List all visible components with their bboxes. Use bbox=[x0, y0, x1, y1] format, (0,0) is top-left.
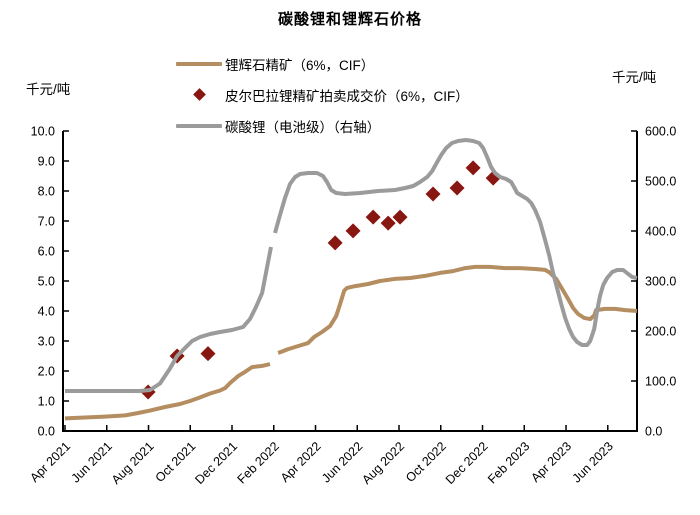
svg-text:8.0: 8.0 bbox=[38, 185, 55, 199]
svg-text:6.0: 6.0 bbox=[38, 245, 55, 259]
right-axis-unit-label: 千元/吨 bbox=[612, 70, 657, 85]
spodumene-line-swatch bbox=[176, 61, 222, 66]
svg-text:Oct 2022: Oct 2022 bbox=[403, 439, 449, 485]
svg-text:200.0: 200.0 bbox=[645, 325, 676, 339]
svg-text:Apr 2022: Apr 2022 bbox=[278, 439, 324, 485]
spodumene-line bbox=[64, 264, 638, 421]
svg-text:Feb 2022: Feb 2022 bbox=[235, 439, 282, 486]
svg-text:Apr 2021: Apr 2021 bbox=[27, 439, 73, 485]
legend-label-carbonate: 碳酸锂（电池级）（右轴） bbox=[225, 119, 381, 135]
svg-text:0.0: 0.0 bbox=[645, 425, 662, 439]
svg-text:Dec 2021: Dec 2021 bbox=[192, 439, 240, 487]
svg-text:300.0: 300.0 bbox=[645, 275, 676, 289]
svg-text:4.0: 4.0 bbox=[38, 305, 55, 319]
svg-text:100.0: 100.0 bbox=[645, 375, 676, 389]
svg-text:Jun 2022: Jun 2022 bbox=[319, 439, 365, 485]
svg-text:1.0: 1.0 bbox=[38, 395, 55, 409]
svg-text:500.0: 500.0 bbox=[645, 175, 676, 189]
legend-item-spodumene: 锂辉石精矿（6%，CIF） bbox=[176, 48, 469, 79]
svg-text:0.0: 0.0 bbox=[38, 425, 55, 439]
svg-text:Aug 2021: Aug 2021 bbox=[109, 439, 157, 487]
legend-item-carbonate: 碳酸锂（电池级）（右轴） bbox=[176, 110, 469, 141]
svg-text:2.0: 2.0 bbox=[38, 365, 55, 379]
left-axis-tick-labels: 0.0 1.0 2.0 3.0 4.0 5.0 6.0 7.0 8.0 9.0 10.0 bbox=[31, 125, 69, 439]
carbonate-line-swatch bbox=[176, 123, 222, 128]
svg-text:Oct 2021: Oct 2021 bbox=[153, 439, 199, 485]
svg-text:600.0: 600.0 bbox=[645, 125, 676, 139]
legend-item-auction: 皮尔巴拉锂精矿拍卖成交价（6%，CIF） bbox=[176, 79, 469, 110]
legend-label-auction: 皮尔巴拉锂精矿拍卖成交价（6%，CIF） bbox=[225, 88, 469, 104]
chart-title: 碳酸锂和锂辉石价格 bbox=[277, 11, 422, 28]
legend: 锂辉石精矿（6%，CIF） 皮尔巴拉锂精矿拍卖成交价（6%，CIF） 碳酸锂（电… bbox=[176, 48, 469, 141]
svg-text:Aug 2022: Aug 2022 bbox=[359, 439, 407, 487]
svg-text:5.0: 5.0 bbox=[38, 275, 55, 289]
svg-text:10.0: 10.0 bbox=[31, 125, 55, 139]
right-axis-tick-labels: 0.0 100.0 200.0 300.0 400.0 500.0 600.0 bbox=[631, 125, 676, 439]
svg-text:400.0: 400.0 bbox=[645, 225, 676, 239]
svg-text:9.0: 9.0 bbox=[38, 155, 55, 169]
svg-text:Feb 2023: Feb 2023 bbox=[485, 439, 532, 486]
svg-text:Jun 2023: Jun 2023 bbox=[570, 439, 616, 485]
carbonate-line bbox=[65, 138, 638, 393]
left-axis-unit-label: 千元/吨 bbox=[26, 82, 71, 97]
auction-scatter bbox=[140, 160, 501, 400]
svg-text:Jun 2021: Jun 2021 bbox=[69, 439, 115, 485]
svg-text:Apr 2023: Apr 2023 bbox=[528, 439, 574, 485]
svg-text:7.0: 7.0 bbox=[38, 215, 55, 229]
legend-label-spodumene: 锂辉石精矿（6%，CIF） bbox=[225, 57, 375, 73]
svg-text:Dec 2022: Dec 2022 bbox=[443, 439, 491, 487]
svg-text:3.0: 3.0 bbox=[38, 335, 55, 349]
